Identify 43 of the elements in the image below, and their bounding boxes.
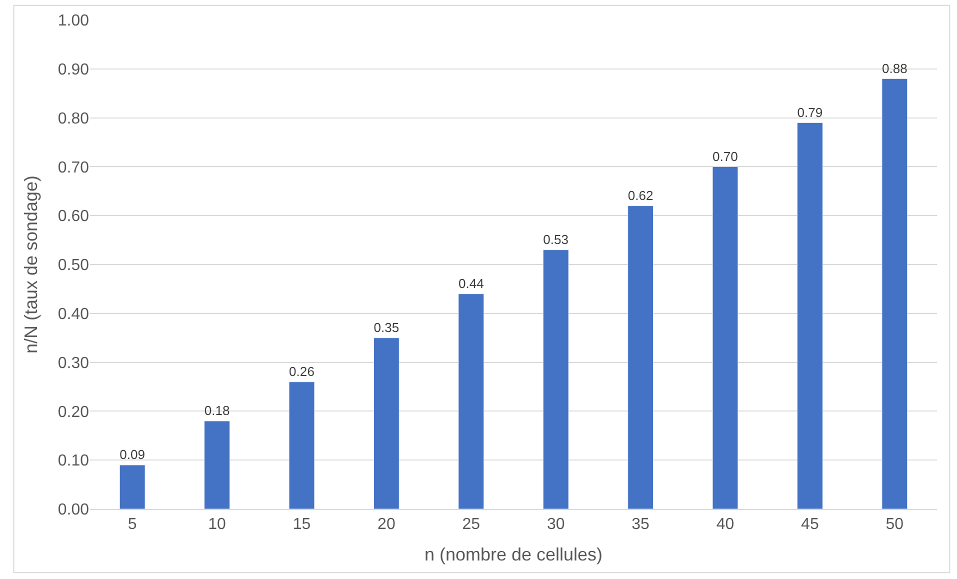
y-tick-label: 0.00 — [58, 502, 90, 519]
bar — [288, 382, 315, 509]
x-tick-label: 40 — [716, 516, 734, 534]
y-axis-title: n/N (taux de sondage) — [21, 175, 42, 354]
x-axis-title: n (nombre de cellules) — [424, 544, 603, 564]
y-tick-label: 0.70 — [58, 159, 90, 176]
x-tick-label: 15 — [292, 516, 311, 534]
data-label: 0.18 — [204, 403, 230, 418]
y-tick-label: 0.60 — [58, 208, 90, 226]
bar — [204, 420, 230, 509]
y-tick-label: 0.20 — [58, 404, 90, 421]
y-tick-label: 0.90 — [58, 62, 90, 78]
bar — [797, 122, 823, 509]
x-tick-label: 50 — [886, 516, 904, 534]
x-tick-label: 45 — [801, 516, 819, 534]
data-label: 0.35 — [374, 320, 400, 335]
bar — [882, 78, 908, 509]
y-tick-label: 0.10 — [58, 452, 90, 470]
data-label: 0.79 — [797, 104, 823, 120]
x-tick-label: 35 — [632, 516, 650, 534]
x-tick-label: 5 — [128, 516, 137, 534]
y-tick-label: 0.50 — [58, 257, 90, 274]
data-label: 0.70 — [712, 148, 738, 164]
data-label: 0.62 — [628, 188, 654, 203]
bar — [374, 338, 400, 509]
data-label: 0.26 — [289, 364, 314, 379]
x-tick-label: 10 — [208, 516, 226, 534]
x-tick-label: 25 — [462, 516, 480, 534]
x-tick-label: 30 — [546, 516, 565, 534]
bar — [542, 250, 569, 509]
data-label: 0.44 — [458, 276, 484, 291]
bar — [458, 294, 484, 509]
y-tick-label: 0.40 — [58, 306, 90, 323]
y-tick-label: 0.80 — [58, 110, 90, 128]
bar — [628, 206, 654, 509]
x-tick-label: 20 — [378, 516, 396, 534]
data-label: 0.53 — [543, 232, 569, 247]
bar — [119, 464, 146, 509]
bar — [712, 166, 738, 509]
y-tick-label: 1.00 — [58, 12, 90, 30]
data-label: 0.09 — [120, 447, 146, 462]
y-tick-label: 0.30 — [58, 354, 90, 372]
data-label: 0.88 — [882, 60, 908, 76]
